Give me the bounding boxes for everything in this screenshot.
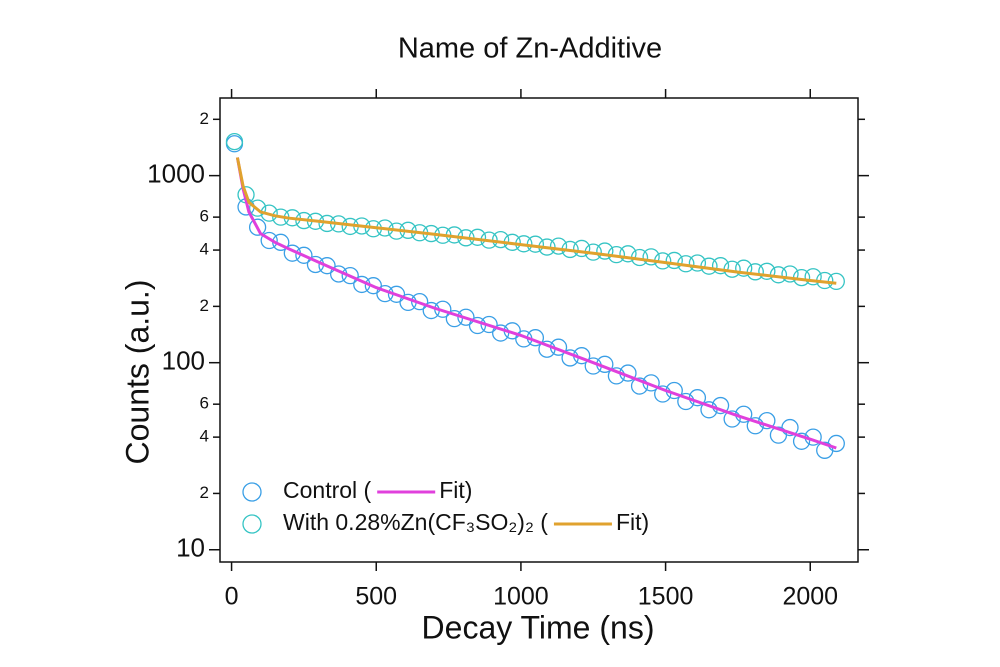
data-point [619,245,637,263]
y-tick-label: 2 [200,483,209,502]
data-point [781,265,799,283]
data-point [573,239,591,258]
data-point [492,230,510,249]
data-point [758,411,776,430]
data-point [387,285,406,303]
data-point [480,315,498,334]
data-point [723,410,741,428]
x-tick-label: 500 [355,583,397,611]
data-point [804,268,822,286]
y-tick-label: 6 [200,394,209,413]
data-point [688,254,707,272]
data-point [248,218,267,236]
data-point [746,417,764,435]
data-point [295,246,313,264]
data-point [445,309,464,328]
x-tick-label: 1000 [493,583,549,611]
x-tick-label: 1500 [638,583,694,611]
data-point [792,432,811,450]
data-point [735,259,753,277]
y-tick-label: 10 [176,533,205,563]
fit-line [235,157,837,285]
legend-label: Fit) [616,509,649,535]
y-tick-label: 4 [200,427,209,446]
data-point [654,385,672,403]
data-point [596,242,614,260]
data-point [364,277,383,295]
data-point [457,308,475,326]
y-tick-label: 2 [200,109,209,128]
data-point [318,257,336,275]
x-tick-label: 2000 [782,583,838,611]
data-point [630,377,649,395]
data-point [827,434,845,453]
legend-label: With 0.28%Zn(CF₃SO₂)₂ ( [283,509,548,535]
fit-line [235,157,837,450]
data-point [642,248,660,266]
x-tick-label: 0 [225,583,239,611]
data-point [341,266,359,285]
data-point [665,251,683,270]
y-tick-label: 2 [200,296,209,315]
data-point [260,231,278,250]
legend-label: Fit) [439,477,472,503]
legend-label: Control ( [283,477,372,503]
y-tick-label: 6 [200,207,209,226]
y-tick-label: 1000 [147,159,205,189]
data-point [225,132,244,151]
legend-marker [242,482,262,502]
y-tick-label: 100 [162,346,205,376]
plot-frame [219,97,859,563]
x-axis-label: Decay Time (ns) [422,609,655,645]
y-tick-label: 4 [200,240,209,259]
chart-title: Name of Zn-Additive [398,33,662,65]
legend-marker [242,514,262,534]
data-point [758,262,776,280]
data-point [248,199,267,217]
data-point [711,257,730,275]
y-axis-label: Counts (a.u.) [119,280,155,465]
data-point [781,418,799,437]
data-point [549,237,568,255]
